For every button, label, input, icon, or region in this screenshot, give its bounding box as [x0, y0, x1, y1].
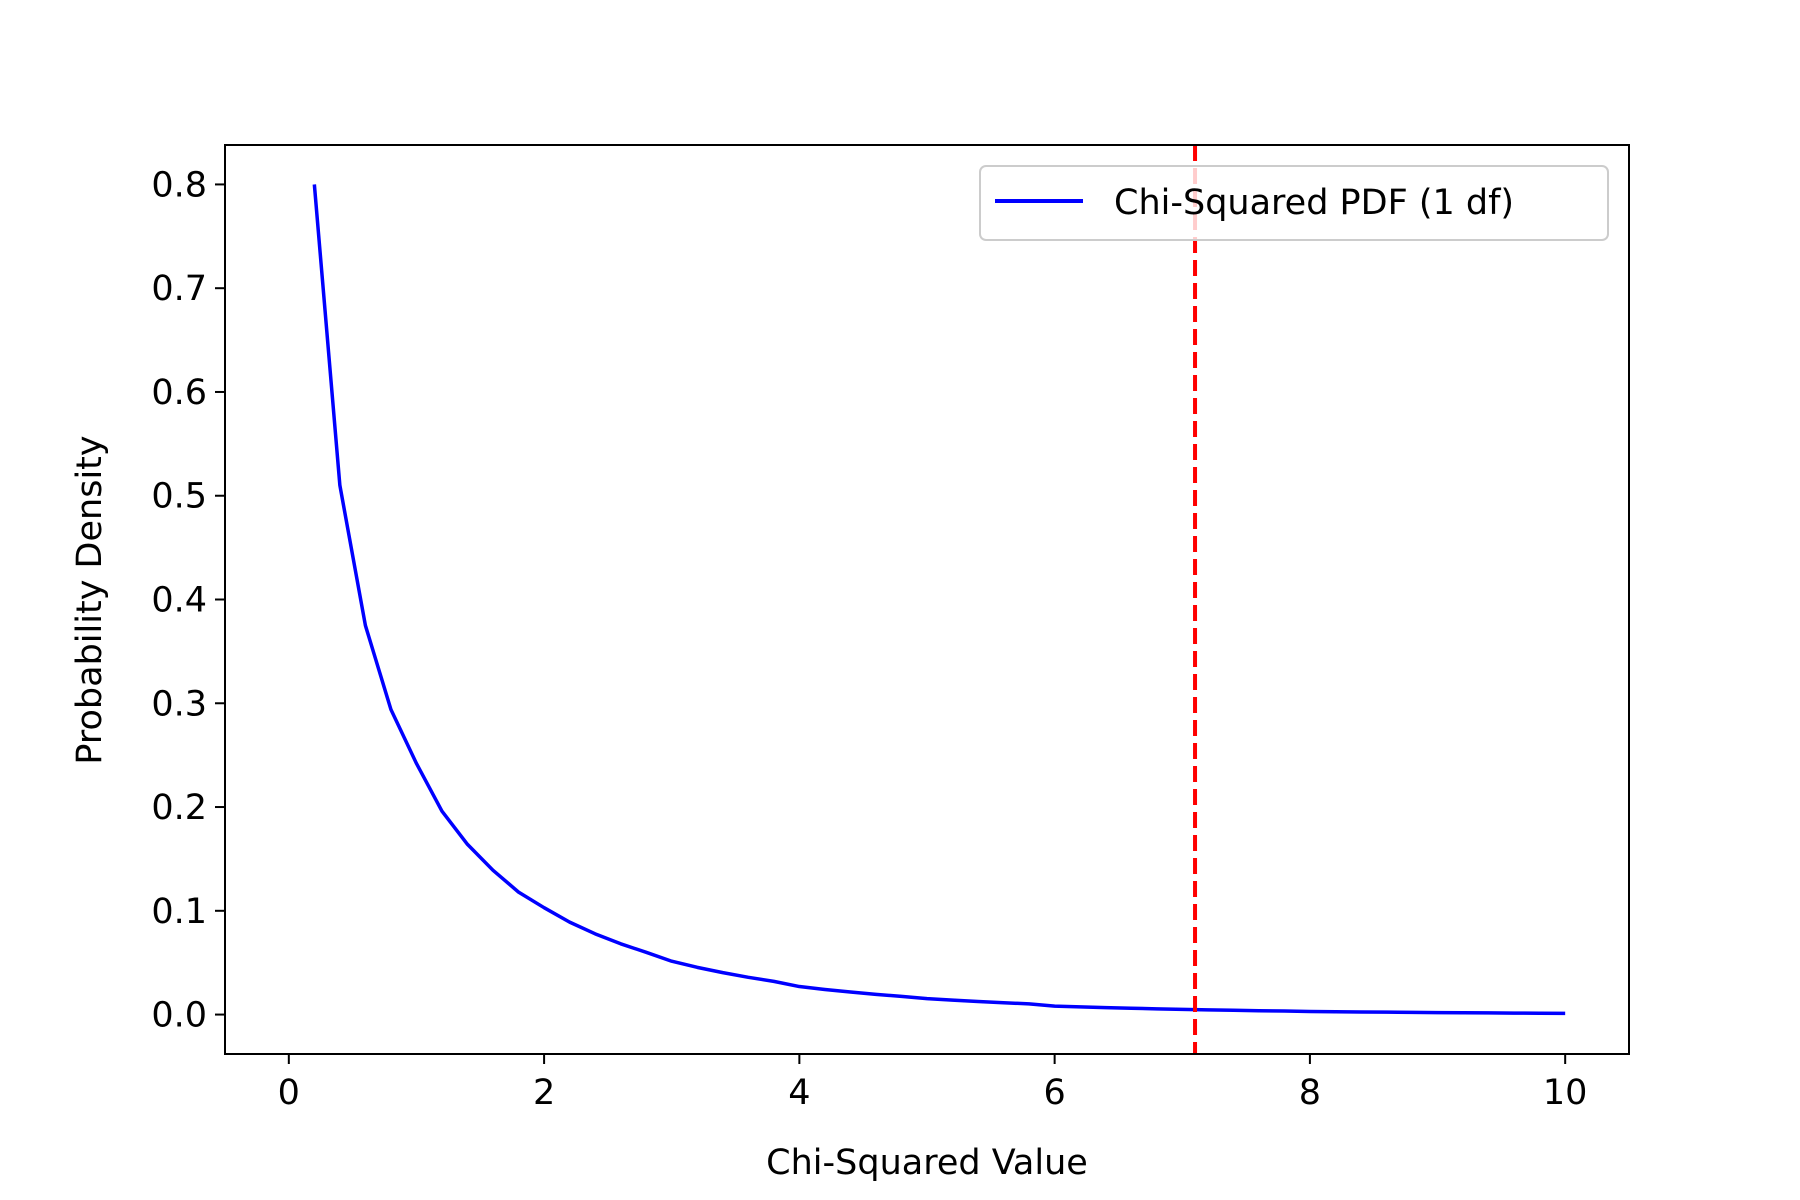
y-tick-label: 0.6 [151, 373, 207, 413]
y-tick-label: 0.5 [151, 477, 207, 517]
plot-frame [224, 144, 1630, 1055]
x-tick-label: 6 [1043, 1073, 1065, 1113]
y-tick-label: 0.7 [151, 269, 207, 309]
x-tick-label: 8 [1299, 1073, 1321, 1113]
legend: Chi-Squared PDF (1 df) [979, 165, 1609, 241]
x-axis-ticks: 0 2 4 6 8 10 [278, 1054, 1588, 1113]
x-tick-label: 10 [1543, 1073, 1588, 1113]
x-tick-label: 4 [788, 1073, 810, 1113]
y-tick-label: 0.4 [151, 581, 207, 621]
plot-area [225, 145, 1629, 1054]
y-axis-label: Probability Density [70, 435, 110, 764]
x-tick-label: 0 [278, 1073, 300, 1113]
legend-box [979, 165, 1609, 241]
legend-label: Chi-Squared PDF (1 df) [1114, 183, 1514, 223]
y-tick-label: 0.3 [151, 684, 207, 724]
y-tick-label: 0.0 [151, 996, 207, 1036]
y-tick-label: 0.1 [151, 892, 207, 932]
y-tick-label: 0.8 [151, 165, 207, 205]
x-tick-label: 2 [533, 1073, 555, 1113]
y-tick-label: 0.2 [151, 788, 207, 828]
y-axis-ticks: 0.0 0.1 0.2 0.3 0.4 0.5 0.6 0.7 0.8 [151, 165, 225, 1036]
x-axis-label: Chi-Squared Value [766, 1143, 1088, 1183]
series-line [312, 184, 1566, 1016]
